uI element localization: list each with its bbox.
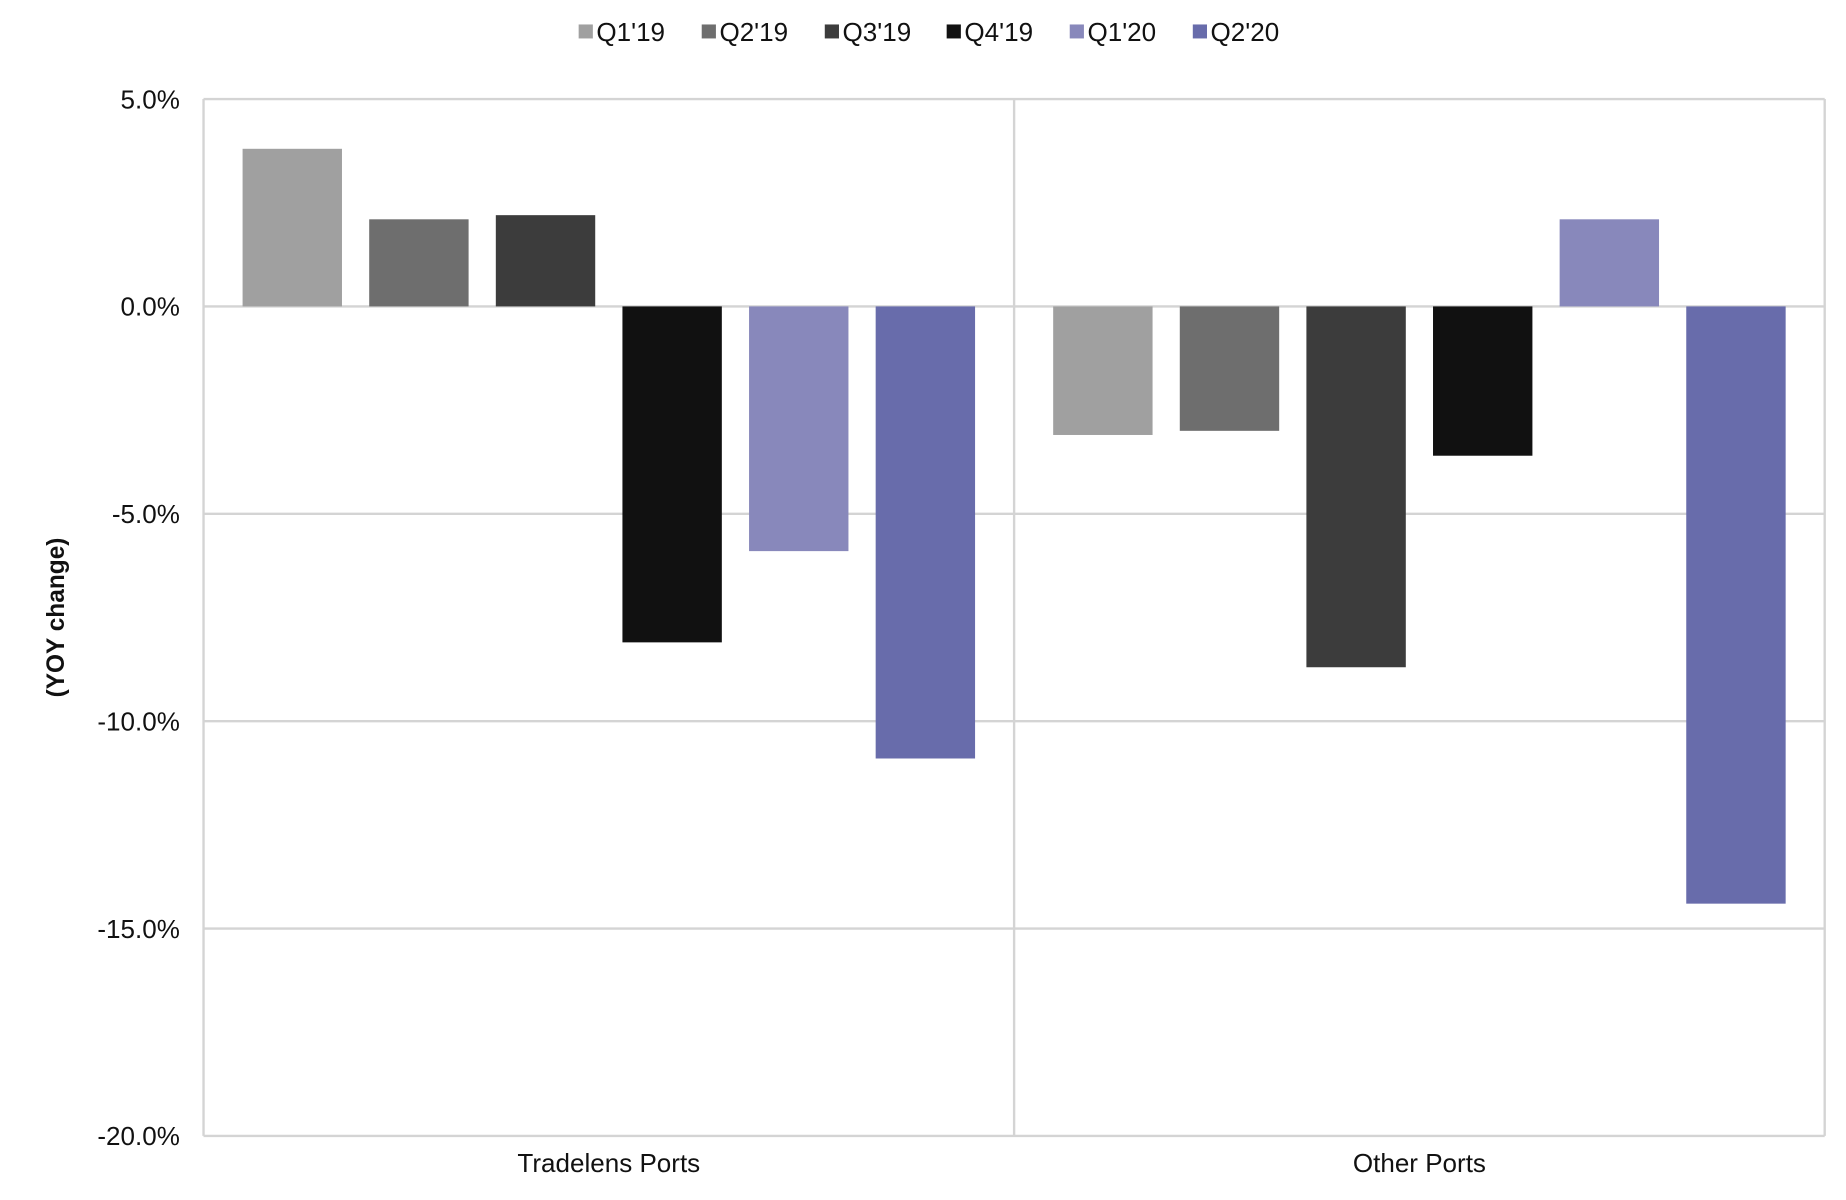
legend-swatch xyxy=(1192,24,1207,39)
bar xyxy=(1686,306,1786,904)
legend-label: Q4'19 xyxy=(964,19,1033,47)
y-tick-label: -5.0% xyxy=(112,501,180,529)
bar xyxy=(1433,306,1533,456)
bars xyxy=(242,148,1786,904)
y-axis-ticks: 5.0% 0.0% -5.0% -10.0% -15.0% -20.0% xyxy=(97,87,180,1152)
y-tick-label: -20.0% xyxy=(97,1123,180,1151)
legend-swatch xyxy=(1069,24,1084,39)
x-tick-label: Other Ports xyxy=(1353,1150,1486,1178)
bar xyxy=(1306,306,1406,668)
legend-label: Q3'19 xyxy=(843,19,912,47)
bar xyxy=(369,219,469,307)
x-axis-ticks: Tradelens Ports Other Ports xyxy=(517,1150,1486,1178)
y-tick-label: -10.0% xyxy=(97,709,180,737)
bar xyxy=(1053,306,1153,435)
bar xyxy=(495,215,596,307)
legend: Q1'19 Q2'19 Q3'19 Q4'19 Q1'20 Q2'20 xyxy=(578,19,1280,47)
legend-label: Q1'19 xyxy=(596,19,665,47)
legend-swatch xyxy=(578,24,593,39)
legend-swatch xyxy=(946,24,961,39)
x-tick-label: Tradelens Ports xyxy=(517,1150,700,1178)
legend-label: Q2'19 xyxy=(719,19,788,47)
bar xyxy=(875,306,976,759)
legend-swatch xyxy=(701,24,716,39)
bar xyxy=(622,306,722,643)
y-tick-label: 0.0% xyxy=(121,294,180,322)
gridlines xyxy=(202,97,1826,1138)
legend-swatch xyxy=(824,24,839,39)
y-axis-label: (YOY change) xyxy=(43,538,70,698)
bar xyxy=(242,148,342,307)
bar xyxy=(749,306,849,552)
legend-label: Q2'20 xyxy=(1211,19,1280,47)
y-tick-label: 5.0% xyxy=(121,87,180,115)
y-tick-label: -15.0% xyxy=(97,916,180,944)
bar xyxy=(1559,219,1660,307)
bar xyxy=(1179,306,1280,431)
legend-label: Q1'20 xyxy=(1087,19,1156,47)
